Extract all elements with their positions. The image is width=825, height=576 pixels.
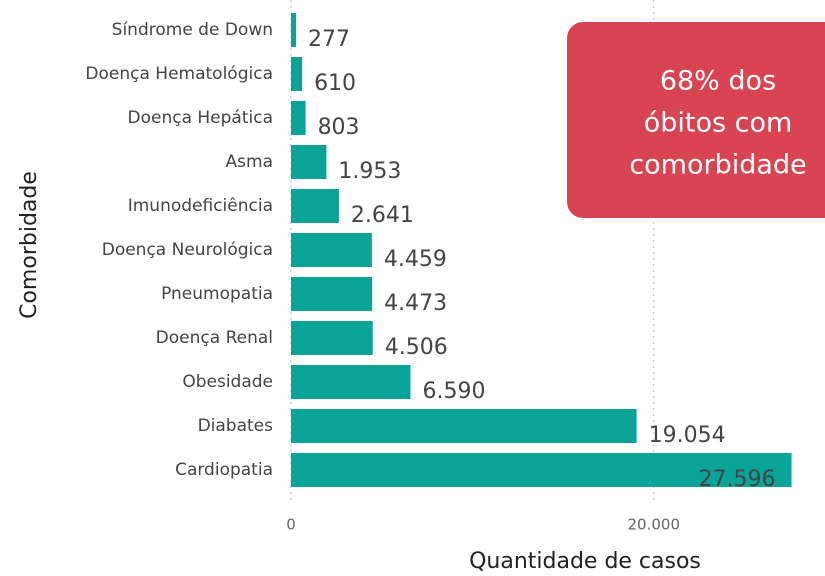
value-label: 4.473 xyxy=(384,291,447,316)
bar xyxy=(291,233,372,267)
value-label: 610 xyxy=(314,71,356,96)
bar xyxy=(291,277,373,311)
annotation-text: óbitos com xyxy=(644,108,793,139)
value-label: 4.506 xyxy=(385,335,448,360)
y-axis-label: Comorbidade xyxy=(17,171,42,319)
y-tick-label: Asma xyxy=(226,152,273,172)
annotation-text: comorbidade xyxy=(629,150,806,181)
y-tick-label: Imunodeficiência xyxy=(128,196,273,216)
value-label: 1.953 xyxy=(338,159,401,184)
x-tick-label: 0 xyxy=(286,516,296,534)
bar xyxy=(291,13,297,47)
x-axis-label: Quantidade de casos xyxy=(469,549,701,574)
value-label: 27.596 xyxy=(699,467,776,492)
annotation-box xyxy=(567,22,825,218)
y-tick-label: Cardiopatia xyxy=(175,460,273,480)
annotation-text: 68% dos xyxy=(660,66,776,97)
bar xyxy=(291,189,339,223)
y-tick-label: Pneumopatia xyxy=(161,284,273,304)
x-tick-label: 20.000 xyxy=(628,516,681,534)
y-tick-label: Diabates xyxy=(198,416,274,436)
y-tick-label: Doença Neurológica xyxy=(102,240,273,260)
bar xyxy=(291,365,411,399)
y-tick-label: Síndrome de Down xyxy=(112,20,273,40)
bar xyxy=(291,453,792,487)
bar xyxy=(291,321,373,355)
bar xyxy=(291,101,306,135)
bar xyxy=(291,145,327,179)
value-label: 277 xyxy=(308,27,350,52)
y-tick-label: Obesidade xyxy=(182,372,273,392)
value-label: 803 xyxy=(318,115,360,140)
y-tick-label: Doença Hematológica xyxy=(85,64,273,84)
value-label: 6.590 xyxy=(423,379,486,404)
value-label: 4.459 xyxy=(384,247,447,272)
bar xyxy=(291,57,303,91)
y-tick-label: Doença Renal xyxy=(156,328,273,348)
value-label: 2.641 xyxy=(351,203,414,228)
bar xyxy=(291,409,637,443)
value-label: 19.054 xyxy=(649,423,726,448)
y-tick-label: Doença Hepática xyxy=(128,108,274,128)
